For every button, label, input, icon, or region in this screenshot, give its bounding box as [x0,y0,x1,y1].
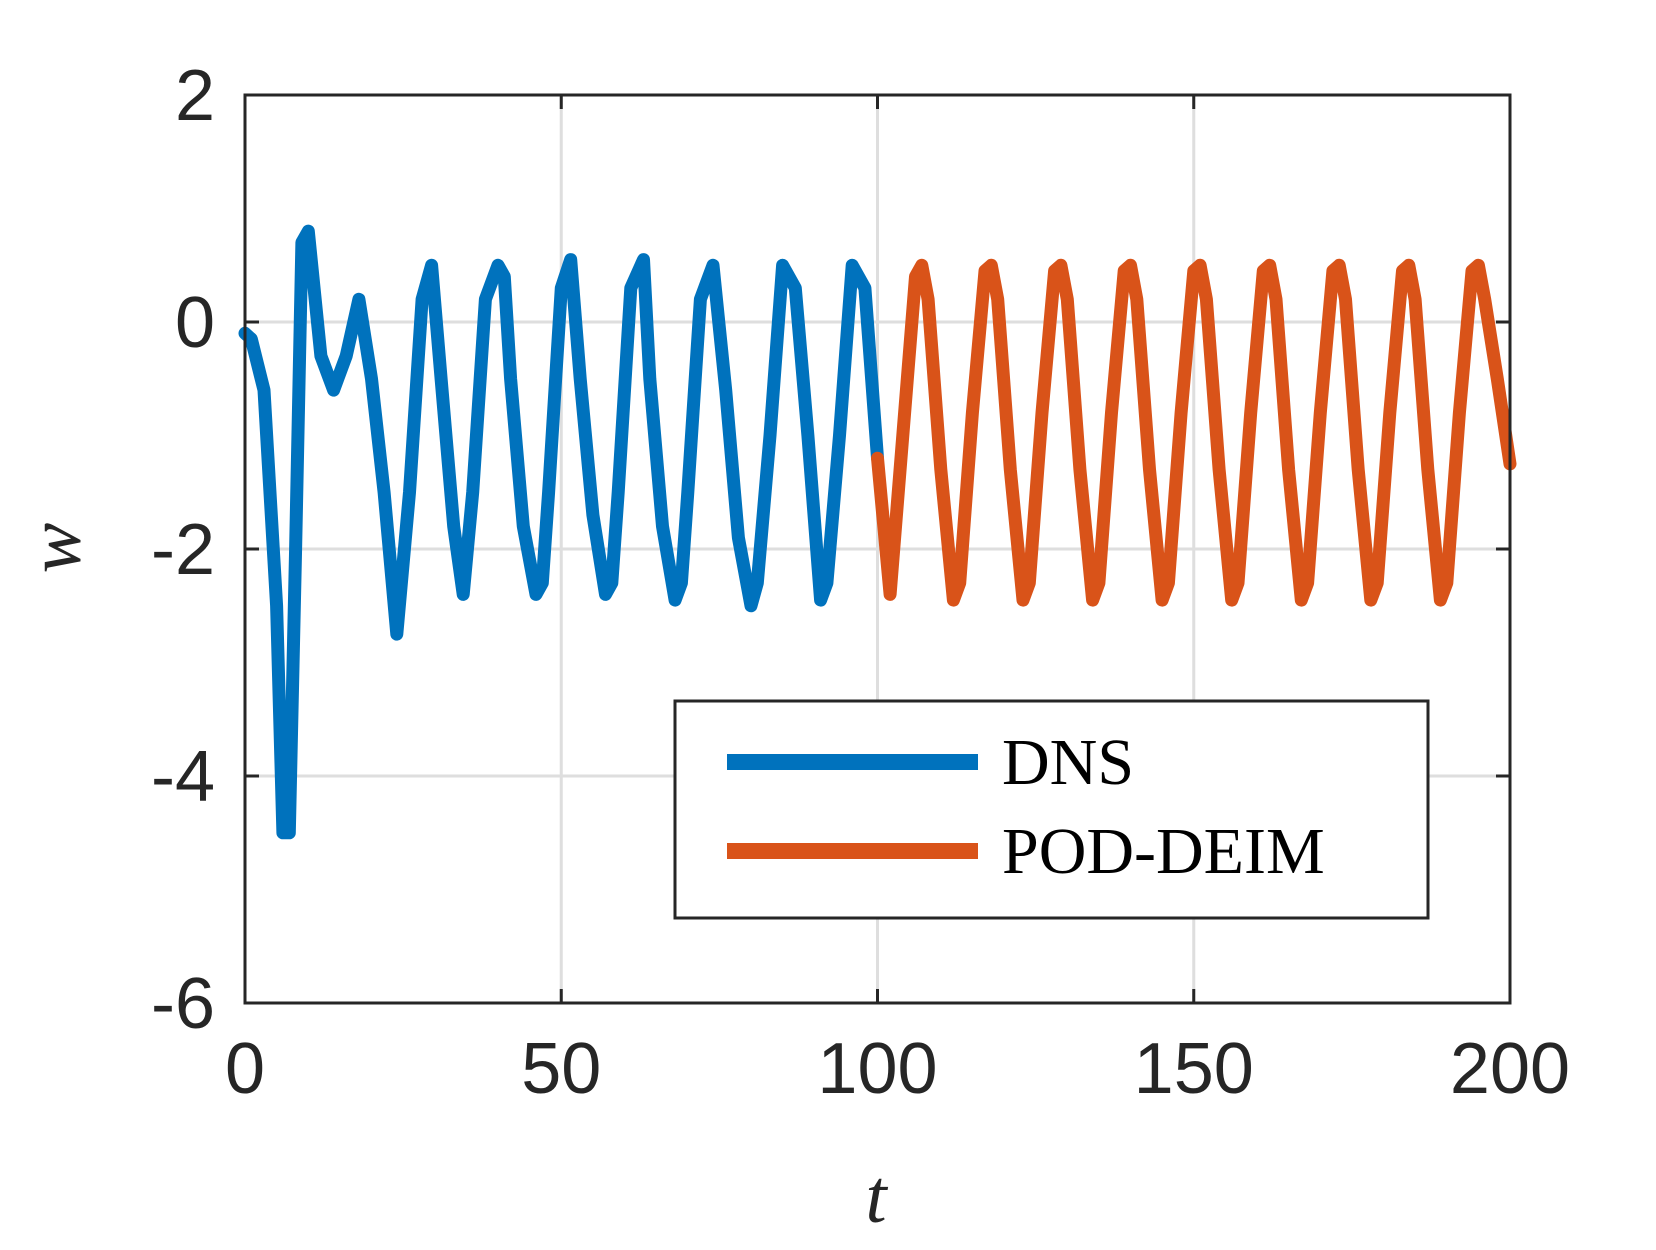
y-tick-label: 0 [175,283,215,363]
legend-label-dns: DNS [1002,726,1134,799]
y-tick-label: -6 [151,964,215,1044]
x-tick-label: 150 [1134,1029,1254,1109]
x-tick-label: 200 [1450,1029,1570,1109]
data-series [238,224,1517,840]
y-tick-label: -4 [151,737,215,817]
x-axis-title: t [865,1155,888,1239]
series-line-dns [238,224,884,840]
legend-label-pod-deim: POD-DEIM [1002,815,1325,888]
tick-labels: 0 50 100 150 200 -6 -4 -2 0 2 [151,56,1570,1109]
axes-frame [243,93,1512,1005]
legend-box [673,699,1430,920]
legend: DNS POD-DEIM [673,699,1430,920]
x-tick-label: 100 [817,1029,937,1109]
series-line-pod-deim [871,258,1517,607]
x-tick-label: 50 [521,1029,601,1109]
y-axis-title: w [13,522,97,573]
x-tick-label: 0 [225,1029,265,1109]
y-tick-label: 2 [175,56,215,136]
y-tick-label: -2 [151,510,215,590]
